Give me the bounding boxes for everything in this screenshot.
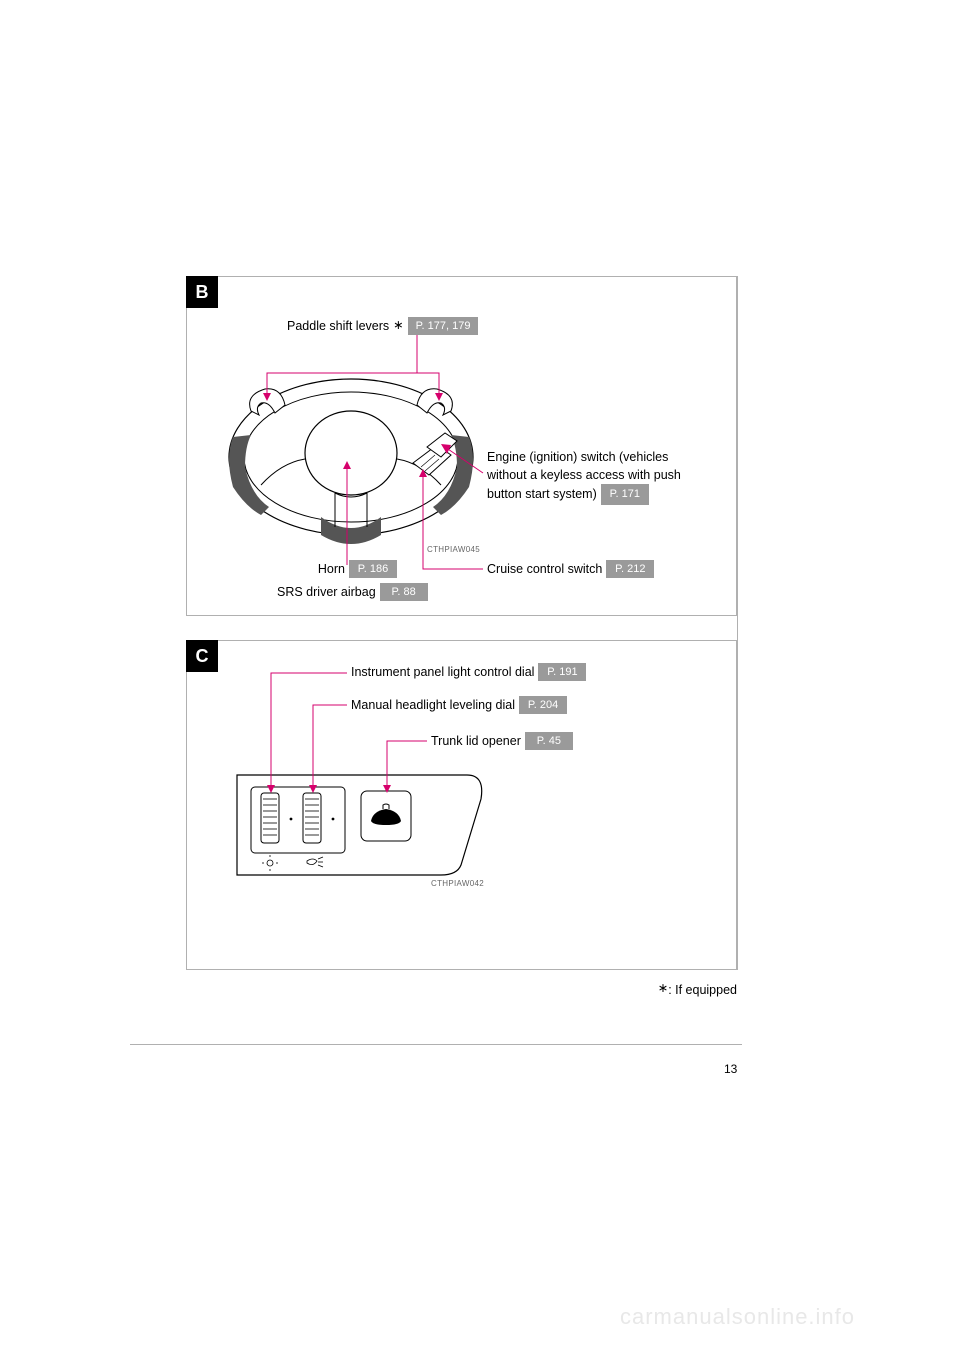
engine-line1: Engine (ignition) switch (vehicles bbox=[487, 449, 727, 467]
diagram-section-b: B bbox=[186, 276, 737, 616]
footnote-text: : If equipped bbox=[668, 983, 737, 997]
label-horn: Horn P. 186 bbox=[277, 560, 397, 578]
label-engine-switch: Engine (ignition) switch (vehicles witho… bbox=[487, 449, 727, 505]
label-paddle-shift: Paddle shift levers ∗ P. 177, 179 bbox=[287, 317, 478, 335]
headlight-leveling-text: Manual headlight leveling dial bbox=[351, 698, 515, 712]
engine-line3: button start system) bbox=[487, 486, 597, 504]
page-number: 13 bbox=[724, 1062, 737, 1076]
label-headlight-leveling: Manual headlight leveling dial P. 204 bbox=[351, 696, 567, 714]
cruise-text: Cruise control switch bbox=[487, 562, 602, 576]
label-instrument-light: Instrument panel light control dial P. 1… bbox=[351, 663, 586, 681]
label-trunk-opener: Trunk lid opener P. 45 bbox=[431, 732, 573, 750]
footnote-row: ∗: If equipped bbox=[658, 982, 737, 997]
paddle-shift-asterisk: ∗ bbox=[393, 317, 403, 332]
manual-page: B bbox=[0, 0, 960, 1358]
watermark-text: carmanualsonline.info bbox=[620, 1304, 855, 1330]
page-ref-headlight[interactable]: P. 204 bbox=[519, 696, 567, 714]
diagram-section-c: C bbox=[186, 640, 737, 970]
content-frame: B bbox=[186, 276, 738, 970]
engine-line3-row: button start system) P. 171 bbox=[487, 484, 727, 505]
page-ref-paddle[interactable]: P. 177, 179 bbox=[408, 317, 479, 335]
trunk-opener-text: Trunk lid opener bbox=[431, 734, 521, 748]
page-ref-trunk[interactable]: P. 45 bbox=[525, 732, 573, 750]
page-ref-srs[interactable]: P. 88 bbox=[380, 583, 428, 601]
page-rule bbox=[130, 1044, 742, 1045]
srs-text: SRS driver airbag bbox=[277, 585, 376, 599]
image-code-b: CTHPIAW045 bbox=[427, 545, 480, 554]
page-ref-instrument[interactable]: P. 191 bbox=[538, 663, 586, 681]
label-srs-airbag: SRS driver airbag P. 88 bbox=[277, 583, 428, 601]
image-code-c: CTHPIAW042 bbox=[431, 879, 484, 888]
engine-line2: without a keyless access with push bbox=[487, 467, 727, 485]
horn-text: Horn bbox=[318, 562, 345, 576]
page-ref-cruise[interactable]: P. 212 bbox=[606, 560, 654, 578]
page-ref-horn[interactable]: P. 186 bbox=[349, 560, 397, 578]
footnote-symbol: ∗ bbox=[658, 981, 668, 995]
instrument-light-text: Instrument panel light control dial bbox=[351, 665, 534, 679]
page-ref-engine[interactable]: P. 171 bbox=[601, 484, 649, 505]
callout-lines-c bbox=[187, 641, 739, 971]
label-cruise-control: Cruise control switch P. 212 bbox=[487, 560, 654, 578]
paddle-shift-text: Paddle shift levers bbox=[287, 319, 389, 333]
